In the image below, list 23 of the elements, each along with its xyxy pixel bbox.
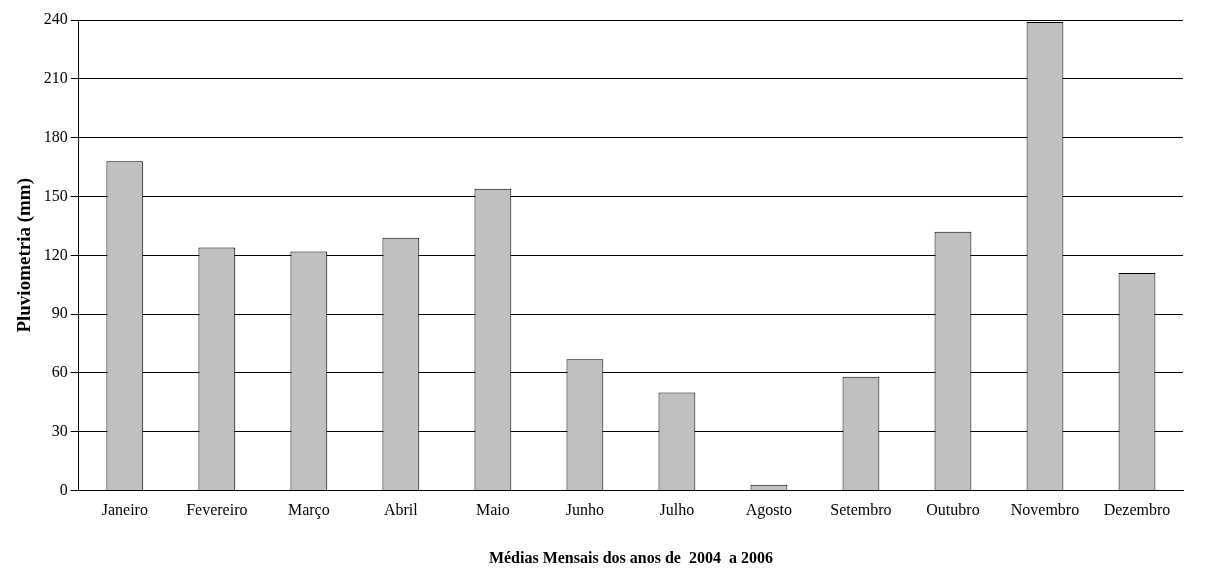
- y-tick-label: 240: [43, 10, 68, 28]
- x-tick-label: Outubro: [926, 501, 980, 519]
- y-tick-label: 90: [51, 304, 68, 322]
- x-tick-label: Setembro: [830, 501, 892, 519]
- x-tick-label: Março: [287, 501, 330, 520]
- x-tick-label: Abril: [383, 501, 419, 519]
- x-tick-label: Fevereiro: [186, 501, 248, 519]
- y-tick-label: 150: [43, 186, 68, 204]
- x-axis-title: Médias Mensais dos anos de 2004 a 2006: [488, 548, 773, 566]
- x-tick-label: Dezembro: [1103, 501, 1171, 519]
- y-tick-label: 120: [43, 245, 68, 263]
- y-tick-label: 0: [59, 480, 68, 498]
- y-axis-title: Pluviometria (mm): [13, 178, 36, 333]
- x-tick-label: Novembro: [1010, 501, 1080, 519]
- x-tick-label: Maio: [475, 501, 510, 519]
- y-tick-label: 30: [51, 421, 68, 439]
- y-tick-label: 60: [51, 363, 68, 381]
- x-tick-label: Janeiro: [101, 501, 148, 519]
- y-tick-label: 210: [43, 69, 68, 87]
- x-tick-label: Agosto: [745, 501, 793, 520]
- x-tick-label: Julho: [659, 501, 695, 519]
- y-tick-label: 180: [43, 127, 68, 145]
- x-tick-label: Junho: [565, 501, 605, 519]
